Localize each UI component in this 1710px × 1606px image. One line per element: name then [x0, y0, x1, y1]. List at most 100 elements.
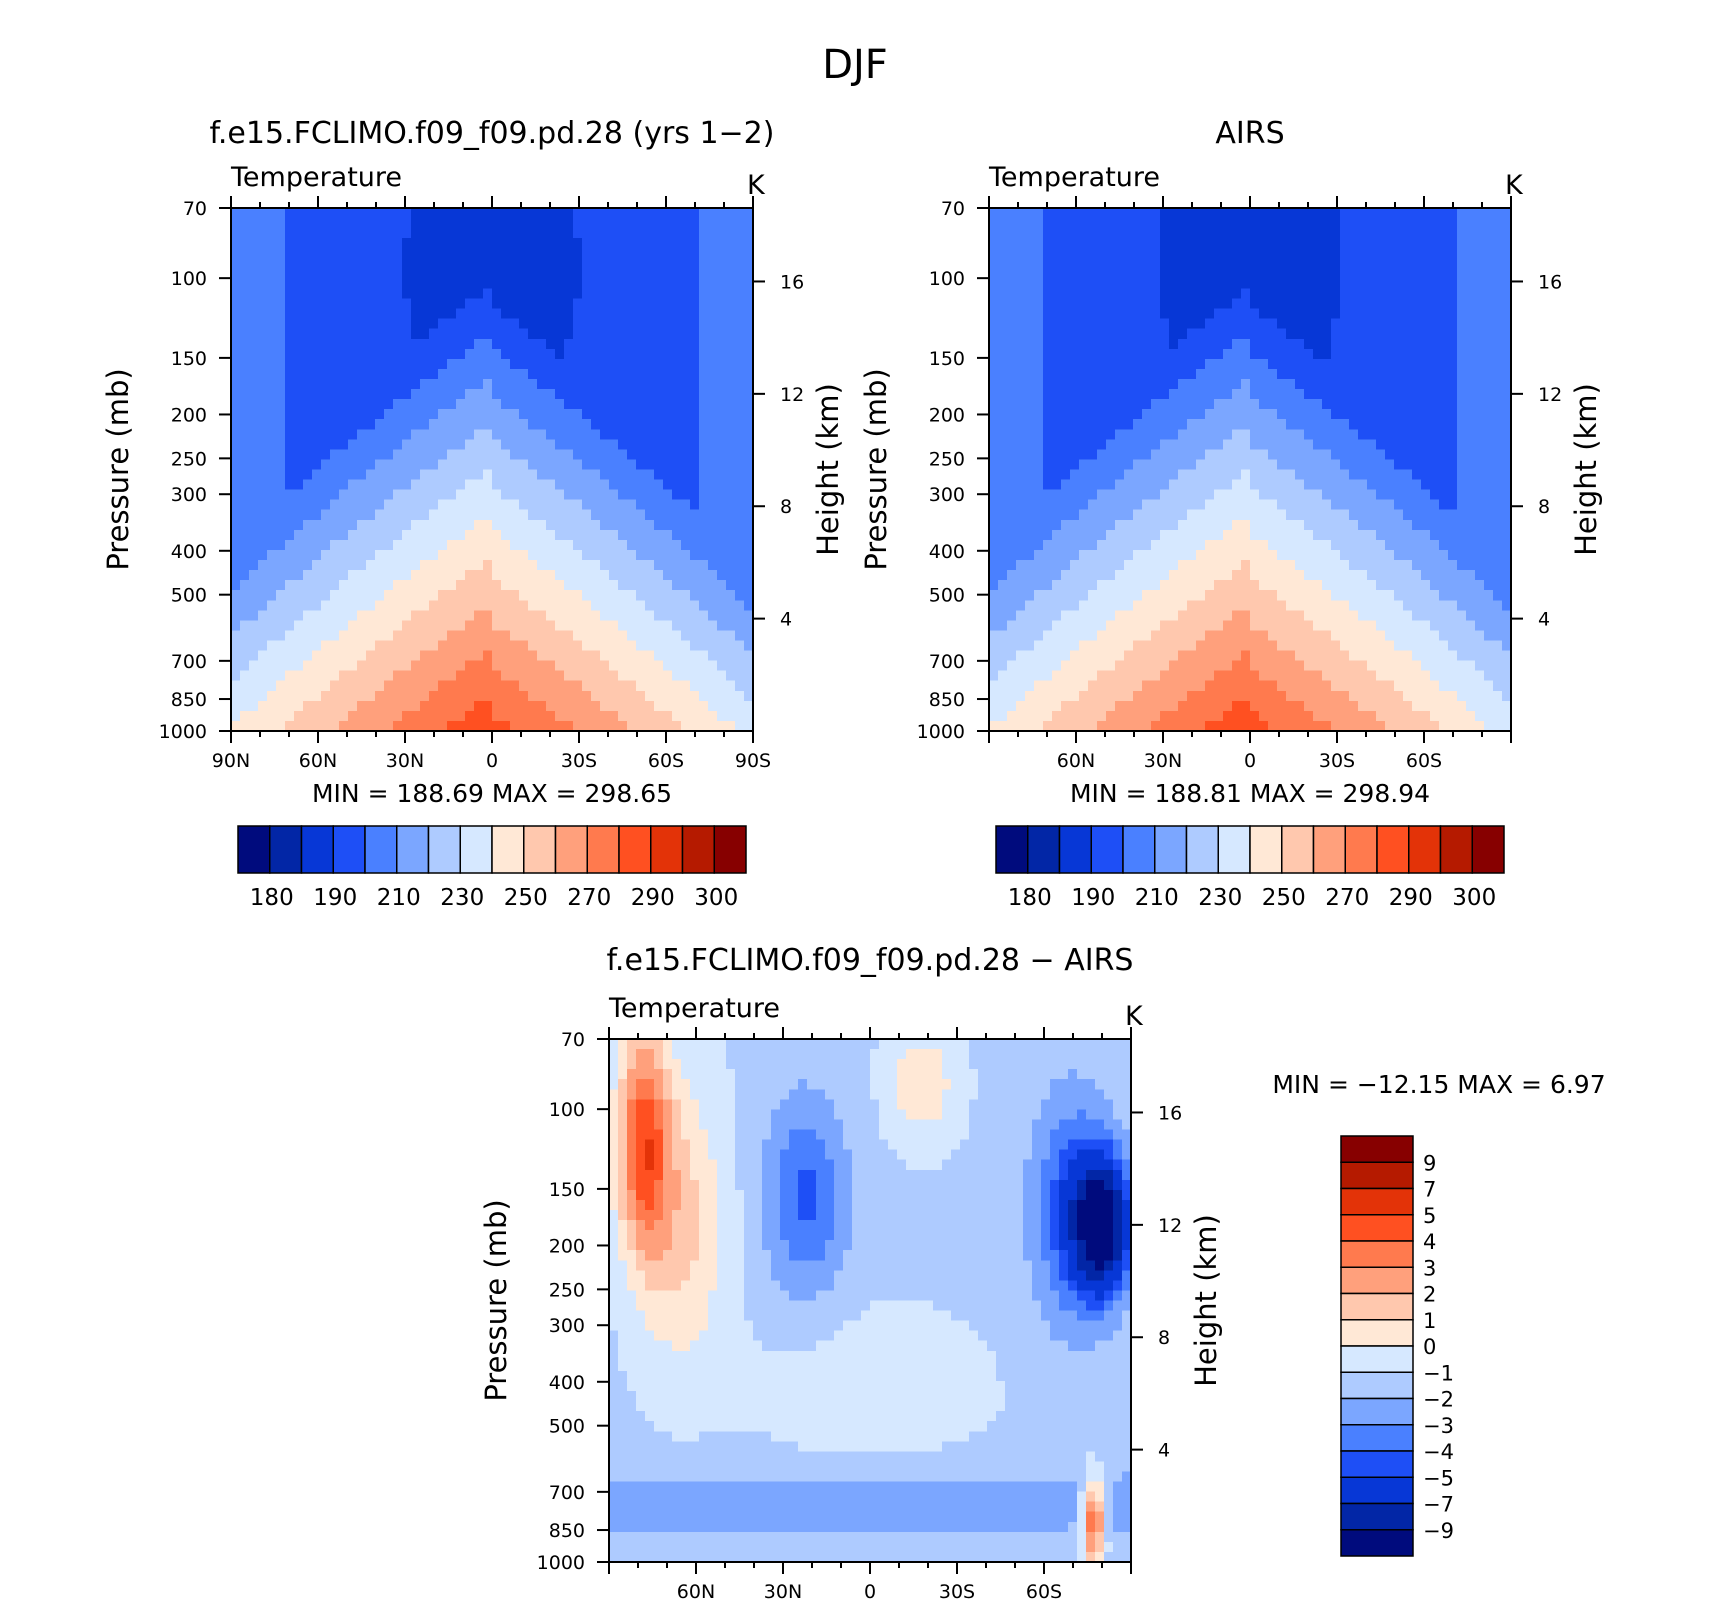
field-cell — [618, 519, 628, 531]
field-cell — [726, 399, 736, 410]
field-cell — [303, 218, 313, 229]
colorbar-box — [300, 825, 334, 874]
field-cell — [483, 338, 493, 350]
field-cell — [474, 419, 484, 430]
field-cell — [1088, 368, 1098, 380]
field-cell — [1268, 509, 1278, 521]
field-cell — [600, 549, 610, 561]
field-cell — [393, 620, 403, 632]
field-cell — [276, 409, 286, 420]
field-cell — [447, 368, 457, 380]
field-cell — [708, 590, 718, 601]
field-cell — [267, 610, 277, 621]
field-cell — [465, 630, 475, 642]
field-cell — [546, 620, 556, 632]
field-cell — [1097, 238, 1107, 249]
field-cell — [402, 378, 412, 390]
field-cell — [285, 650, 295, 662]
field-cell — [1502, 218, 1512, 229]
field-cell — [375, 489, 385, 501]
field-cell — [294, 529, 304, 541]
field-cell — [411, 399, 421, 410]
field-cell — [285, 389, 295, 400]
field-cell — [573, 499, 583, 511]
field-cell — [249, 680, 259, 692]
field-cell — [402, 389, 412, 400]
field-cell — [672, 338, 682, 350]
field-cell — [708, 218, 718, 229]
field-cell — [573, 539, 583, 551]
field-cell — [1277, 499, 1287, 511]
field-cell — [438, 399, 448, 410]
field-cell — [1385, 399, 1395, 410]
field-cell — [384, 399, 394, 410]
field-cell — [1142, 348, 1152, 360]
field-cell — [456, 570, 466, 581]
field-cell — [1340, 338, 1350, 350]
field-cell — [1079, 278, 1089, 290]
field-cell — [1421, 368, 1431, 380]
field-cell — [690, 690, 700, 702]
field-cell — [492, 660, 502, 672]
field-cell — [510, 378, 520, 390]
field-cell — [726, 439, 736, 450]
field-cell — [699, 570, 709, 581]
field-cell — [501, 358, 511, 370]
field-cell — [717, 670, 727, 682]
field-cell — [483, 459, 493, 471]
field-cell — [1340, 348, 1350, 360]
field-cell — [1196, 429, 1206, 440]
field-cell — [537, 560, 547, 571]
field-cell — [1466, 338, 1476, 350]
field-cell — [1421, 318, 1431, 330]
field-cell — [1106, 409, 1116, 420]
field-cell — [1088, 439, 1098, 450]
field-cell — [1466, 449, 1476, 461]
field-cell — [1034, 278, 1044, 290]
field-cell — [690, 479, 700, 491]
field-cell — [357, 670, 367, 682]
field-cell — [1232, 419, 1242, 430]
field-cell — [519, 449, 529, 461]
field-cell — [258, 368, 268, 380]
field-cell — [1412, 419, 1422, 430]
field-cell — [294, 348, 304, 360]
field-cell — [357, 600, 367, 611]
field-cell — [690, 439, 700, 450]
field-cell — [393, 680, 403, 692]
field-cell — [645, 318, 655, 330]
field-cell — [645, 268, 655, 280]
field-cell — [1223, 389, 1233, 400]
field-cell — [357, 348, 367, 360]
field-cell — [1322, 479, 1332, 491]
field-cell — [591, 308, 601, 320]
field-cell — [1088, 338, 1098, 350]
field-cell — [672, 620, 682, 632]
field-cell — [744, 429, 754, 440]
field-cell — [555, 499, 565, 511]
field-cell — [1331, 389, 1341, 400]
field-cell — [276, 449, 286, 461]
field-cell — [285, 469, 295, 481]
field-cell — [492, 469, 502, 481]
field-cell — [735, 409, 745, 420]
field-cell — [609, 409, 619, 420]
field-cell — [510, 479, 520, 491]
field-cell — [735, 389, 745, 400]
field-cell — [384, 429, 394, 440]
colorbar-label: 270 — [567, 885, 611, 911]
field-cell — [989, 469, 999, 481]
field-cell — [1412, 298, 1422, 310]
field-cell — [438, 509, 448, 521]
field-cell — [285, 529, 295, 541]
field-cell — [1097, 218, 1107, 229]
field-cell — [384, 228, 394, 239]
field-cell — [1187, 429, 1197, 440]
field-cell — [267, 298, 277, 310]
field-cell — [348, 409, 358, 420]
field-cell — [582, 630, 592, 642]
field-cell — [330, 459, 340, 471]
field-cell — [573, 439, 583, 450]
field-cell — [1232, 489, 1242, 501]
field-cell — [294, 509, 304, 521]
